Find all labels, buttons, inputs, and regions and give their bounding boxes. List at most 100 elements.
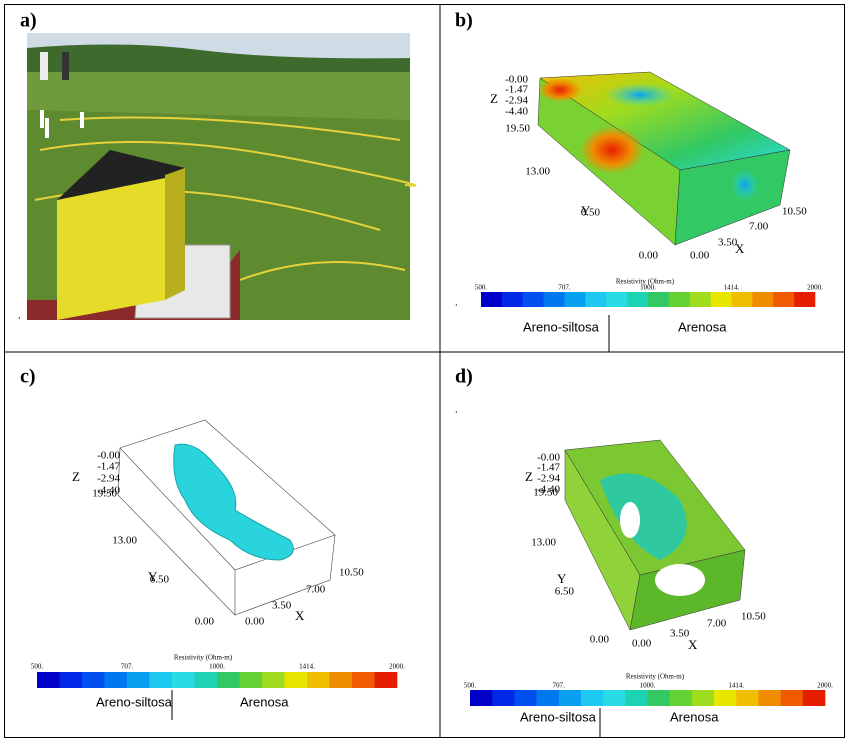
colorbar-cell <box>195 672 218 688</box>
volume <box>565 440 745 630</box>
colorbar-cell <box>794 292 815 307</box>
x-tick-label: 7.00 <box>749 221 769 233</box>
note: . <box>455 404 458 416</box>
colorbar-tick-label: 707. <box>121 663 134 671</box>
colorbar-cell <box>523 292 544 307</box>
colorbar-cell <box>492 690 514 706</box>
y-tick-label: 6.50 <box>150 574 170 586</box>
colorbar-cell <box>537 690 559 706</box>
colorbar-cell <box>732 292 753 307</box>
legend-label: Arenosa <box>240 694 289 709</box>
volume <box>538 72 790 245</box>
y-tick-label: 0.00 <box>195 616 215 628</box>
colorbar-tick-label: 1000. <box>640 284 656 292</box>
colorbar-cell <box>559 690 581 706</box>
colorbar-tick-label: 1414. <box>728 682 744 690</box>
colorbar-cell <box>82 672 105 688</box>
colorbar-cell <box>773 292 794 307</box>
colorbar-title: Resistivity (Ohm-m) <box>626 673 685 681</box>
y-tick-label: 19.50 <box>505 123 530 135</box>
colorbar-cell <box>240 672 263 688</box>
colorbar-cell <box>514 690 536 706</box>
colorbar-cell <box>648 690 670 706</box>
colorbar-cell <box>105 672 128 688</box>
y-tick-label: 19.50 <box>92 488 117 500</box>
axis-label: Z <box>490 91 498 106</box>
x-tick-label: 7.00 <box>707 618 727 630</box>
y-tick-label: 6.50 <box>581 207 601 219</box>
colorbar-cell <box>690 292 711 307</box>
colorbar-cell <box>581 690 603 706</box>
colorbar-cell <box>603 690 625 706</box>
colorbar-cell <box>648 292 669 307</box>
colorbar-cell <box>692 690 714 706</box>
colorbar-cell <box>307 672 330 688</box>
colorbar-tick-label: 1000. <box>640 682 656 690</box>
y-tick-label: 0.00 <box>639 250 659 262</box>
colorbar-cell <box>781 690 803 706</box>
colorbar-cell <box>502 292 523 307</box>
colorbar-cell <box>752 292 773 307</box>
x-tick-label: 10.50 <box>741 611 766 623</box>
x-tick-label: 10.50 <box>782 206 807 218</box>
y-tick-label: 13.00 <box>525 166 550 178</box>
x-tick-label: 3.50 <box>670 628 690 640</box>
colorbar-cell <box>375 672 398 688</box>
axis-label: X <box>688 637 698 652</box>
panel-label: a) <box>20 10 37 32</box>
colorbar-tick-label: 500. <box>31 663 44 671</box>
colorbar-cell <box>544 292 565 307</box>
colorbar-tick-label: 1414. <box>299 663 315 671</box>
colorbar-tick-label: 707. <box>558 284 571 292</box>
colorbar-tick-label: 2000. <box>817 682 833 690</box>
colorbar-cell <box>262 672 285 688</box>
colorbar-tick-label: 1000. <box>209 663 225 671</box>
figure: a).b).ZYX-0.00-1.47-2.94-4.4019.5013.006… <box>0 0 845 738</box>
panel-label: c) <box>20 366 36 388</box>
z-tick-label: -2.94 <box>97 473 120 485</box>
colorbar-cell <box>711 292 732 307</box>
z-tick-label: -4.40 <box>505 106 528 118</box>
note: . <box>18 310 21 322</box>
colorbar-cell <box>627 292 648 307</box>
colorbar-title: Resistivity (Ohm-m) <box>174 654 233 662</box>
colorbar-cell <box>758 690 780 706</box>
colorbar-cell <box>669 292 690 307</box>
colorbar-cell <box>172 672 195 688</box>
colorbar-cell <box>330 672 353 688</box>
z-tick-label: -1.47 <box>97 461 120 473</box>
colorbar-cell <box>625 690 647 706</box>
colorbar-tick-label: 707. <box>553 682 566 690</box>
colorbar-cell <box>127 672 150 688</box>
legend-label: Arenosa <box>670 709 719 724</box>
colorbar-cell <box>585 292 606 307</box>
x-tick-label: 0.00 <box>690 250 710 262</box>
axis-label: Y <box>557 571 567 586</box>
colorbar-tick-label: 1414. <box>724 284 740 292</box>
colorbar-cell <box>37 672 60 688</box>
colorbar-cell <box>565 292 586 307</box>
colorbar-cell <box>714 690 736 706</box>
x-tick-label: 10.50 <box>339 567 364 579</box>
isosurface <box>174 444 294 560</box>
axis-label: Z <box>72 469 80 484</box>
x-tick-label: 0.00 <box>632 638 652 650</box>
y-tick-label: 13.00 <box>531 537 556 549</box>
colorbar-cell <box>803 690 825 706</box>
legend-label: Arenosa <box>678 319 727 334</box>
x-tick-label: 3.50 <box>272 600 292 612</box>
colorbar-tick-label: 2000. <box>807 284 823 292</box>
axis-label: X <box>295 608 305 623</box>
colorbar-cell <box>352 672 375 688</box>
colorbar-tick-label: 500. <box>464 682 477 690</box>
panel-label: b) <box>455 10 473 32</box>
colorbar-cell <box>60 672 83 688</box>
y-tick-label: 19.50 <box>533 487 558 499</box>
legend-label: Areno-siltosa <box>520 709 597 724</box>
x-tick-label: 0.00 <box>245 616 265 628</box>
legend-label: Areno-siltosa <box>96 694 173 709</box>
colorbar-cell <box>481 292 502 307</box>
photo <box>27 33 415 320</box>
y-tick-label: 13.00 <box>112 535 137 547</box>
colorbar-cell <box>217 672 240 688</box>
